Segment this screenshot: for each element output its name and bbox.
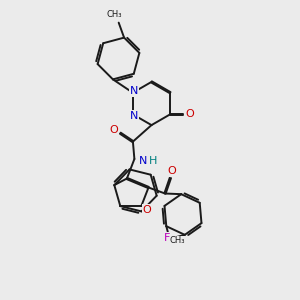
Text: H: H xyxy=(149,155,157,166)
Text: O: O xyxy=(167,166,176,176)
Text: CH₃: CH₃ xyxy=(106,10,122,19)
Text: CH₃: CH₃ xyxy=(170,236,185,245)
Text: N: N xyxy=(130,86,138,96)
Text: O: O xyxy=(109,125,118,135)
Text: N: N xyxy=(130,111,138,121)
Text: N: N xyxy=(139,155,147,166)
Text: F: F xyxy=(164,233,170,243)
Text: O: O xyxy=(142,205,151,215)
Text: O: O xyxy=(185,109,194,119)
